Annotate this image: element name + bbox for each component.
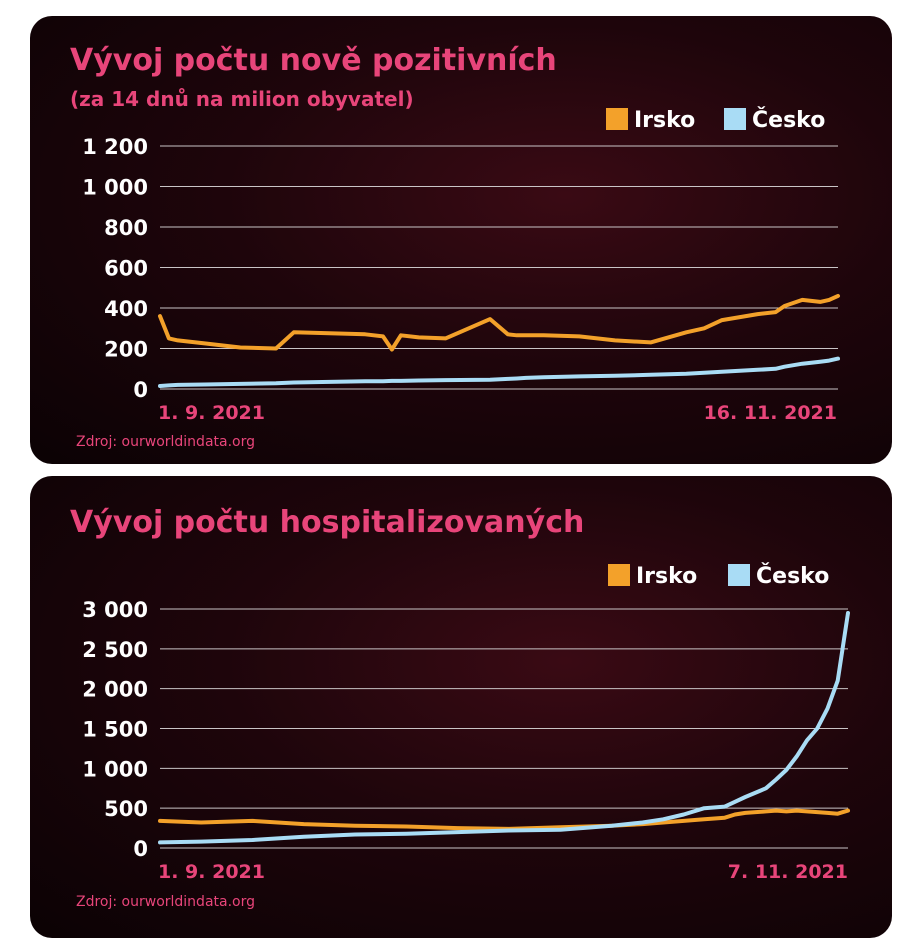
y-tick-label: 1 000 — [82, 757, 148, 781]
chart-subtitle: (za 14 dnů na milion obyvatel) — [70, 87, 414, 111]
legend-swatch-cesko — [728, 564, 750, 586]
y-tick-label: 1 500 — [82, 718, 148, 742]
y-tick-label: 600 — [104, 257, 148, 281]
source-note: Zdroj: ourworldindata.org — [76, 434, 255, 450]
chart-panel-hospitalized: Vývoj počtu hospitalizovaných Irsko Česk… — [30, 476, 892, 938]
y-tick-label: 200 — [104, 338, 148, 362]
gridlines — [160, 145, 838, 390]
y-tick-label: 500 — [104, 797, 148, 821]
chart-hospitalized: Vývoj počtu hospitalizovaných Irsko Česk… — [70, 505, 850, 910]
x-axis-end-label: 7. 11. 2021 — [728, 861, 848, 883]
y-tick-label: 1 000 — [82, 176, 148, 200]
x-axis-start-label: 1. 9. 2021 — [158, 402, 265, 424]
chart-title: Vývoj počtu hospitalizovaných — [70, 505, 584, 540]
series-line-irsko — [158, 293, 840, 352]
y-tick-label: 800 — [104, 216, 148, 240]
legend-label-irsko: Irsko — [636, 564, 697, 589]
series-line-irsko — [158, 808, 850, 831]
y-axis-ticks: 0 500 1 000 1 500 2 000 2 500 3 000 — [82, 598, 148, 861]
y-tick-label: 400 — [104, 297, 148, 321]
y-tick-label: 2 500 — [82, 638, 148, 662]
legend-label-cesko: Česko — [752, 107, 825, 133]
x-axis-start-label: 1. 9. 2021 — [158, 861, 265, 883]
chart-title: Vývoj počtu nově pozitivních — [70, 43, 557, 78]
x-axis-end-label: 16. 11. 2021 — [704, 402, 837, 424]
y-tick-label: 1 200 — [82, 135, 148, 159]
y-tick-label: 0 — [133, 378, 148, 402]
legend-swatch-irsko — [606, 108, 628, 130]
legend-swatch-cesko — [724, 108, 746, 130]
legend-swatch-irsko — [608, 564, 630, 586]
series-lines — [158, 293, 840, 388]
series-line-cesko — [158, 611, 850, 845]
series-lines — [158, 611, 850, 845]
series-line-cesko — [158, 356, 840, 388]
y-tick-label: 0 — [133, 837, 148, 861]
y-tick-label: 2 000 — [82, 678, 148, 702]
legend-label-irsko: Irsko — [634, 108, 695, 133]
y-axis-ticks: 0 200 400 600 800 1 000 1 200 — [82, 135, 148, 402]
legend-label-cesko: Česko — [756, 563, 829, 589]
chart-new-positive: Vývoj počtu nově pozitivních (za 14 dnů … — [70, 43, 840, 450]
chart-panel-new-positive: Vývoj počtu nově pozitivních (za 14 dnů … — [30, 16, 892, 464]
y-tick-label: 3 000 — [82, 598, 148, 622]
gridlines — [160, 608, 848, 849]
source-note: Zdroj: ourworldindata.org — [76, 894, 255, 910]
